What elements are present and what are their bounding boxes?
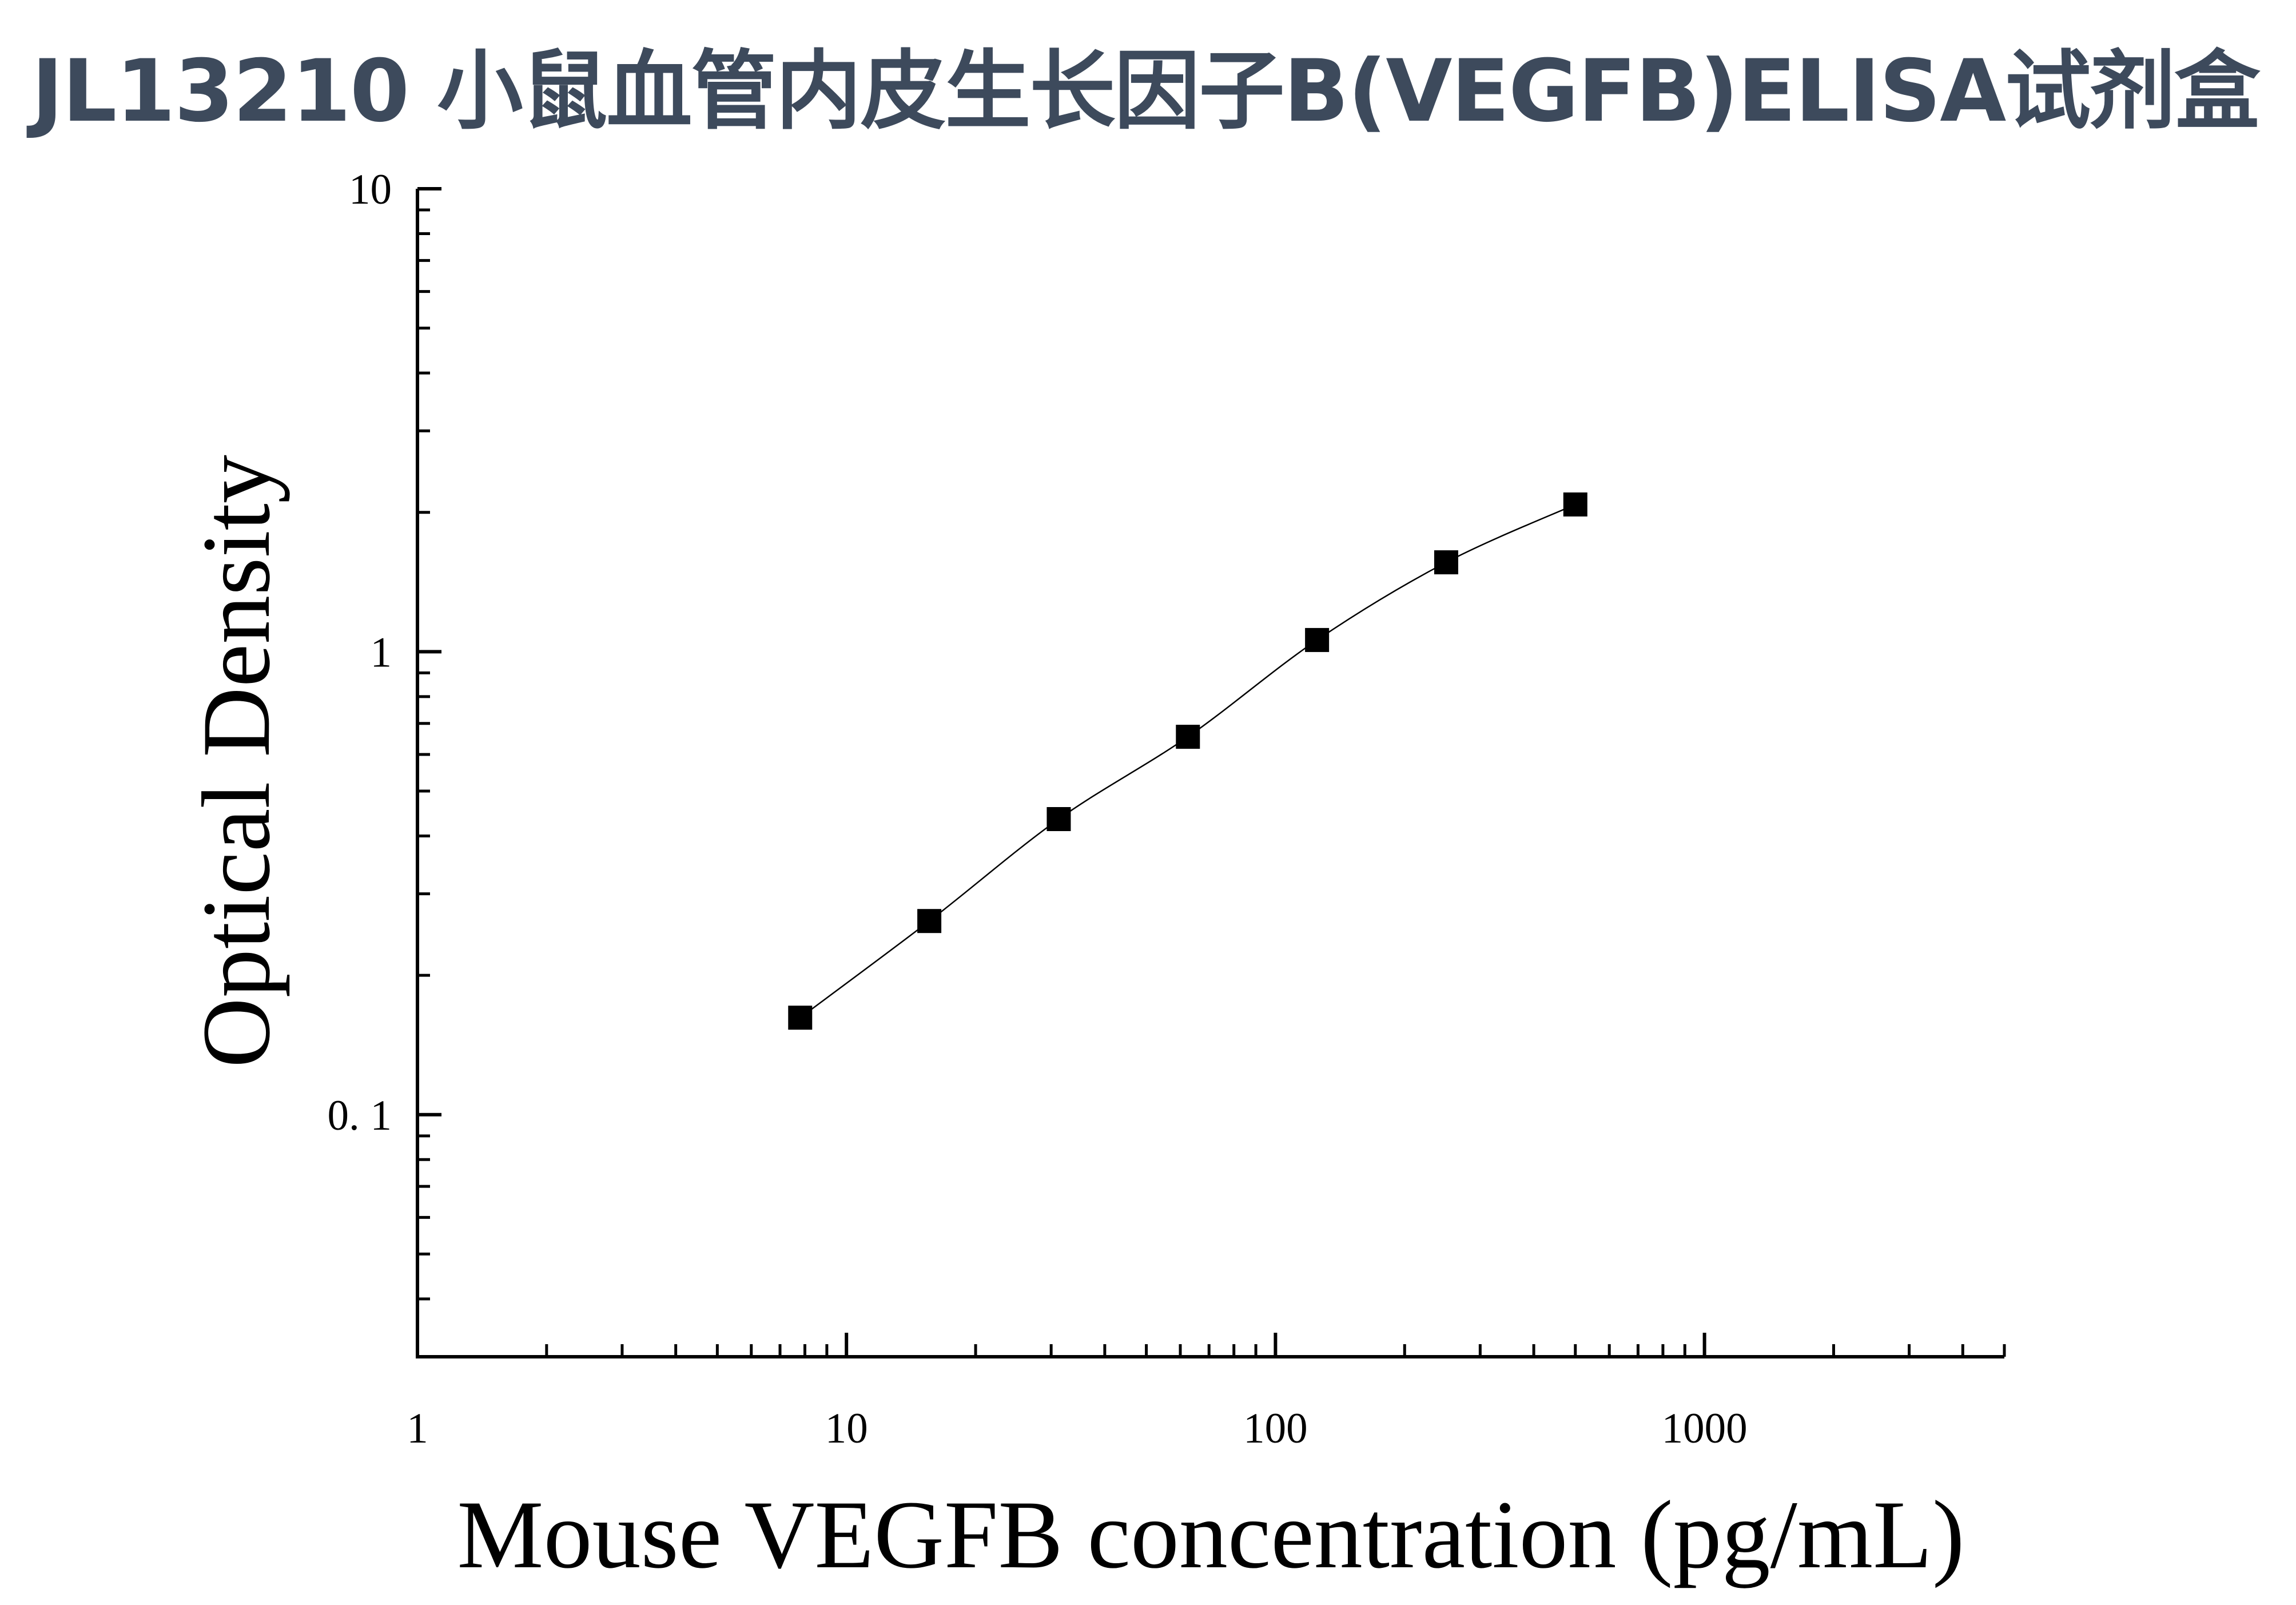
page-title: JL13210 小鼠血管内皮生长因子B(VEGFB)ELISA试剂盒 — [31, 42, 2260, 141]
x-axis-title: Mouse VEGFB concentration (pg/mL) — [457, 1481, 1964, 1588]
fit-curve — [799, 503, 1576, 1019]
major-ticks — [416, 187, 1706, 1357]
x-tick-label: 1000 — [1662, 1405, 1748, 1452]
data-point — [1046, 807, 1071, 831]
data-point — [1176, 725, 1200, 749]
data-point — [1434, 550, 1458, 575]
data-point — [917, 909, 942, 933]
y-tick-label: 1 — [371, 629, 392, 676]
data-point — [1305, 627, 1330, 652]
minor-ticks — [417, 208, 2006, 1358]
tick-labels: 1 10 100 1000 0. 1 1 10 — [328, 166, 1748, 1452]
data-point — [788, 1006, 813, 1030]
data-point — [1563, 492, 1587, 517]
y-axis-title: Optical Density — [182, 455, 290, 1068]
x-tick-label: 1 — [407, 1405, 428, 1452]
y-tick-label: 0. 1 — [328, 1092, 392, 1139]
x-tick-label: 100 — [1243, 1405, 1308, 1452]
y-tick-label: 10 — [349, 166, 392, 213]
data-points — [788, 492, 1587, 1030]
x-tick-label: 10 — [825, 1405, 868, 1452]
